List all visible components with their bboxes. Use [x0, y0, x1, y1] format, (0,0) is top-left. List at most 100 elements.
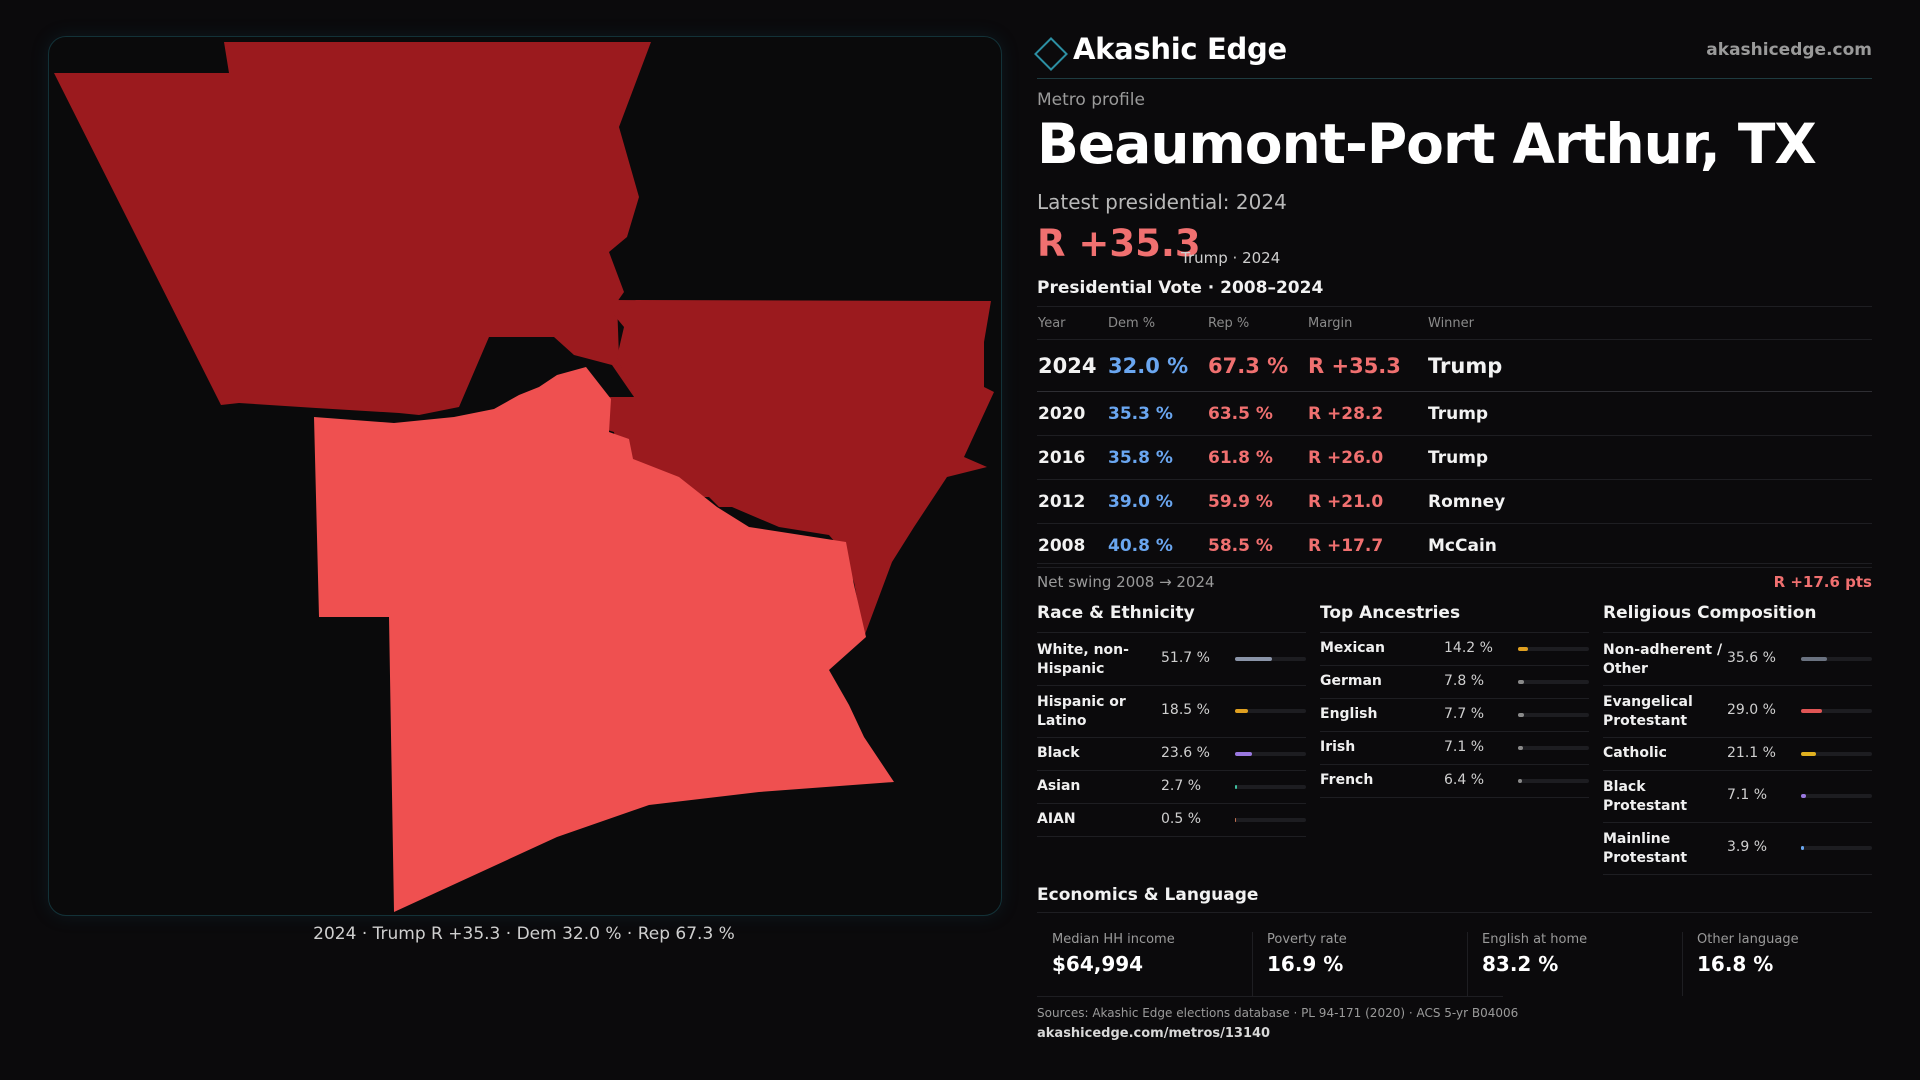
- list-item: Black Protestant 7.1 %: [1603, 771, 1872, 823]
- ancestry-value: 7.7 %: [1444, 706, 1485, 722]
- row-margin: R +35.3: [1307, 339, 1427, 392]
- row-margin: R +17.7: [1307, 523, 1427, 568]
- row-rep: 63.5 %: [1207, 391, 1307, 436]
- row-winner: Trump: [1427, 339, 1872, 392]
- ancestry-bar: [1518, 746, 1523, 750]
- ancestry-bar: [1518, 779, 1523, 783]
- ancestry-section-title: Top Ancestries: [1320, 600, 1589, 633]
- header-rep: Rep %: [1207, 306, 1307, 340]
- race-label: White, non-Hispanic: [1037, 642, 1129, 677]
- map-panel[interactable]: [48, 36, 1002, 916]
- vote-table-header: Year Dem % Rep % Margin Winner: [1037, 306, 1872, 340]
- latest-margin: R +35.3: [1037, 222, 1201, 265]
- econ-label: Median HH income: [1052, 932, 1175, 947]
- race-label: AIAN: [1037, 811, 1076, 827]
- county-east[interactable]: [604, 300, 994, 637]
- religion-label: Black Protestant: [1603, 779, 1688, 814]
- race-bar-track: [1235, 657, 1306, 661]
- list-item: Irish 7.1 %: [1320, 732, 1589, 765]
- net-swing-row: Net swing 2008 → 2024 R +17.6 pts: [1037, 563, 1872, 602]
- row-year: 2016: [1037, 435, 1107, 480]
- header-margin: Margin: [1307, 306, 1427, 340]
- brand-url[interactable]: akashicedge.com: [1706, 40, 1872, 60]
- row-winner: Trump: [1427, 391, 1872, 436]
- page-title: Beaumont-Port Arthur, TX: [1037, 112, 1817, 176]
- religion-value: 35.6 %: [1727, 650, 1776, 666]
- ancestry-label: English: [1320, 706, 1378, 722]
- county-north-west[interactable]: [54, 42, 651, 415]
- list-item: Black 23.6 %: [1037, 738, 1306, 771]
- row-rep: 59.9 %: [1207, 479, 1307, 524]
- econ-label: English at home: [1482, 932, 1588, 947]
- net-swing-value: R +17.6 pts: [1773, 573, 1872, 591]
- row-margin: R +21.0: [1307, 479, 1427, 524]
- race-ethnicity-panel: Race & Ethnicity White, non-Hispanic 51.…: [1037, 600, 1306, 837]
- race-bar-track: [1235, 752, 1306, 756]
- row-winner: Romney: [1427, 479, 1872, 524]
- brand-name: Akashic Edge: [1073, 32, 1287, 66]
- religion-label: Mainline Protestant: [1603, 831, 1688, 866]
- ancestry-bar-track: [1518, 647, 1589, 651]
- brand-header: Akashic Edge akashicedge.com: [1034, 32, 1872, 79]
- row-rep: 67.3 %: [1207, 339, 1307, 392]
- econ-stat-other-language: Other language 16.8 %: [1682, 932, 1897, 996]
- race-value: 51.7 %: [1161, 650, 1210, 666]
- religion-bar-track: [1801, 794, 1872, 798]
- row-rep: 58.5 %: [1207, 523, 1307, 568]
- table-row: 2008 40.8 % 58.5 % R +17.7 McCain: [1037, 523, 1872, 568]
- ancestry-bar-track: [1518, 779, 1589, 783]
- sources-note: Sources: Akashic Edge elections database…: [1037, 1006, 1519, 1020]
- list-item: AIAN 0.5 %: [1037, 804, 1306, 837]
- list-item: Evangelical Protestant 29.0 %: [1603, 686, 1872, 738]
- religion-bar-track: [1801, 752, 1872, 756]
- ancestry-value: 14.2 %: [1444, 640, 1493, 656]
- econ-divider: [1037, 996, 1503, 997]
- county-south[interactable]: [314, 367, 894, 912]
- ancestry-bar: [1518, 713, 1524, 717]
- row-dem: 35.3 %: [1107, 391, 1207, 436]
- race-bar-track: [1235, 709, 1306, 713]
- vote-table: Year Dem % Rep % Margin Winner 2024 32.0…: [1037, 306, 1872, 568]
- religion-bar: [1801, 846, 1804, 850]
- list-item: English 7.7 %: [1320, 699, 1589, 732]
- table-row: 2020 35.3 % 63.5 % R +28.2 Trump: [1037, 391, 1872, 436]
- religion-label: Evangelical Protestant: [1603, 694, 1693, 729]
- economics-section-title: Economics & Language: [1037, 882, 1872, 913]
- econ-value: $64,994: [1052, 952, 1144, 976]
- religion-value: 29.0 %: [1727, 702, 1776, 718]
- row-year: 2012: [1037, 479, 1107, 524]
- list-item: White, non-Hispanic 51.7 %: [1037, 633, 1306, 686]
- row-margin: R +28.2: [1307, 391, 1427, 436]
- county-map[interactable]: [49, 37, 1001, 915]
- row-year: 2020: [1037, 391, 1107, 436]
- religion-bar-track: [1801, 846, 1872, 850]
- source-link[interactable]: akashicedge.com/metros/13140: [1037, 1026, 1271, 1041]
- race-bar: [1235, 785, 1238, 789]
- econ-stat-income: Median HH income $64,994: [1037, 932, 1253, 996]
- religion-value: 3.9 %: [1727, 839, 1768, 855]
- econ-value: 16.9 %: [1267, 952, 1344, 976]
- ancestry-value: 6.4 %: [1444, 772, 1485, 788]
- religion-panel: Religious Composition Non-adherent / Oth…: [1603, 600, 1872, 875]
- row-rep: 61.8 %: [1207, 435, 1307, 480]
- race-bar: [1235, 752, 1253, 756]
- econ-label: Other language: [1697, 932, 1799, 947]
- ancestry-bar-track: [1518, 746, 1589, 750]
- religion-bar: [1801, 752, 1816, 756]
- row-year: 2024: [1037, 339, 1107, 392]
- ancestry-bar: [1518, 647, 1528, 651]
- econ-value: 83.2 %: [1482, 952, 1559, 976]
- row-year: 2008: [1037, 523, 1107, 568]
- religion-label: Catholic: [1603, 745, 1667, 761]
- ancestry-bar-track: [1518, 713, 1589, 717]
- race-bar: [1235, 657, 1272, 661]
- table-row: 2012 39.0 % 59.9 % R +21.0 Romney: [1037, 479, 1872, 524]
- econ-value: 16.8 %: [1697, 952, 1774, 976]
- religion-bar: [1801, 709, 1822, 713]
- race-bar-track: [1235, 785, 1306, 789]
- ancestry-label: Mexican: [1320, 640, 1385, 656]
- religion-bar-track: [1801, 657, 1872, 661]
- row-dem: 35.8 %: [1107, 435, 1207, 480]
- ancestries-panel: Top Ancestries Mexican 14.2 % German 7.8…: [1320, 600, 1589, 798]
- religion-bar: [1801, 657, 1827, 661]
